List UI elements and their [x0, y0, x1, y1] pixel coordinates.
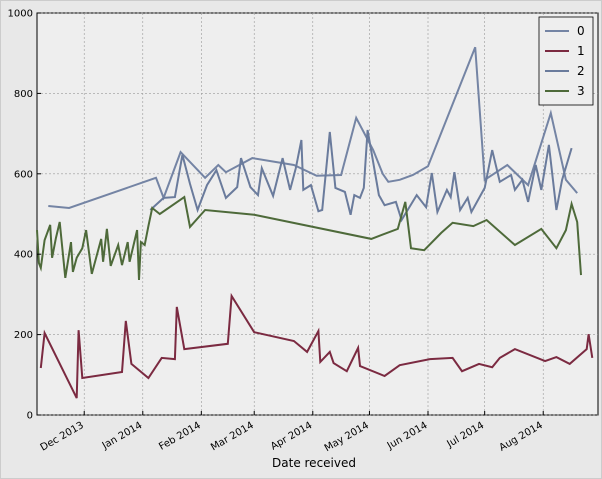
y-tick-label: 400	[14, 250, 33, 261]
series-line	[36, 195, 582, 280]
legend-label: 0	[577, 24, 585, 38]
y-tick-label: 1000	[8, 9, 33, 20]
legend-label: 2	[577, 64, 585, 78]
series-line	[149, 129, 573, 223]
lines	[36, 46, 594, 399]
series-line	[39, 292, 594, 399]
legend-label: 1	[577, 44, 585, 58]
y-tick-label: 600	[14, 169, 33, 180]
y-tick-label: 200	[14, 330, 33, 341]
legend: 0 1 2 3	[538, 16, 594, 106]
x-axis-label: Date received	[272, 456, 356, 470]
series-line	[48, 46, 578, 210]
legend-label: 3	[577, 84, 585, 98]
y-tick-label: 800	[14, 89, 33, 100]
y-tick-label: 0	[27, 411, 33, 422]
plot-area	[36, 12, 599, 416]
